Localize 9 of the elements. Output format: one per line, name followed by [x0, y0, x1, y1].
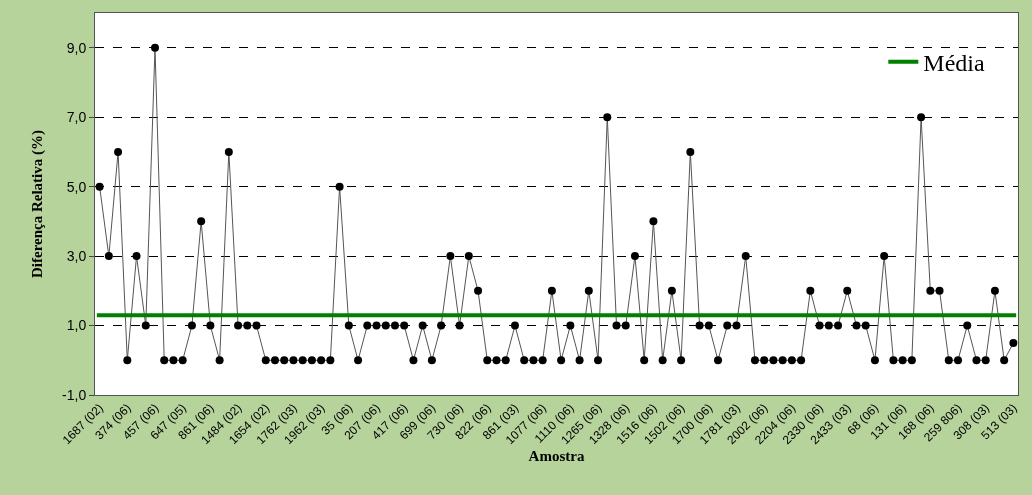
- y-tick-label: 3,0: [66, 247, 87, 264]
- y-tick-label: 7,0: [66, 109, 87, 126]
- y-tick-label: 5,0: [66, 178, 87, 195]
- y-tick-label: -1,0: [62, 386, 87, 403]
- y-tick-label: 9,0: [66, 39, 87, 56]
- legend-label: Média: [923, 50, 985, 77]
- y-tick-label: 1,0: [66, 317, 87, 334]
- x-axis-title: Amostra: [528, 448, 585, 465]
- y-axis-title: Diferença Relativa (%): [29, 129, 47, 279]
